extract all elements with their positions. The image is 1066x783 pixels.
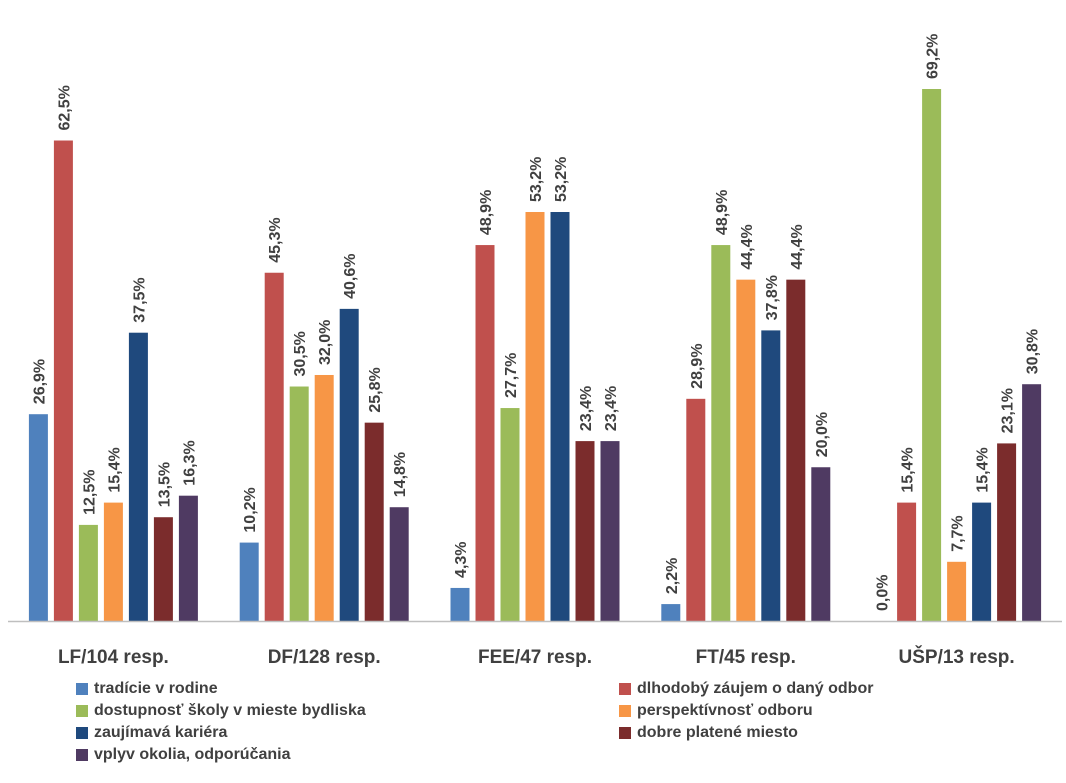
data-label-2-0: 4,3% (453, 541, 470, 577)
data-label-0-1: 62,5% (56, 85, 73, 130)
data-label-2-1: 48,9% (478, 190, 495, 235)
legend-item: perspektívnosť odboru (619, 702, 813, 720)
x-tick-label: DF/128 resp. (268, 647, 381, 668)
bar-3-2 (711, 245, 731, 621)
data-label-2-3: 53,2% (528, 157, 545, 202)
bar-4-3 (947, 561, 967, 621)
legend-swatch (619, 683, 631, 695)
bar-4-5 (997, 443, 1017, 621)
bar-0-5 (153, 517, 173, 621)
bar-4-1 (897, 502, 917, 621)
bar-0-0 (28, 414, 48, 621)
legend-label: tradície v rodine (94, 680, 218, 697)
legend-label: dobre platené miesto (637, 724, 798, 741)
x-tick-label: FEE/47 resp. (478, 647, 592, 668)
bar-2-6 (600, 441, 620, 621)
legend-item: vplyv okolia, odporúčania (76, 746, 291, 764)
data-label-2-2: 27,7% (503, 353, 520, 398)
data-label-3-3: 44,4% (739, 224, 756, 269)
data-label-0-0: 26,9% (31, 359, 48, 404)
data-label-1-4: 40,6% (342, 253, 359, 298)
bar-0-1 (53, 140, 73, 621)
data-label-4-2: 69,2% (925, 34, 942, 79)
data-label-0-3: 15,4% (106, 447, 123, 492)
bar-1-4 (339, 308, 359, 621)
x-tick-label: UŠP/13 resp. (899, 646, 1015, 668)
data-label-3-6: 20,0% (814, 412, 831, 457)
bar-3-1 (686, 398, 706, 621)
x-tick-label: FT/45 resp. (696, 647, 796, 668)
legend-item: tradície v rodine (76, 680, 218, 698)
x-tick-label: LF/104 resp. (58, 647, 169, 668)
legend-item: dlhodobý záujem o daný odbor (619, 680, 873, 698)
bar-2-3 (525, 212, 545, 621)
bar-chart-svg: 26,9% 62,5% 12,5% 15,4% 37,5% 13,5% 16,3% LF/10… (8, 34, 1062, 668)
bar-0-6 (178, 495, 198, 621)
data-label-1-2: 30,5% (292, 331, 309, 376)
legend-swatch (619, 727, 631, 739)
data-label-4-1: 15,4% (900, 447, 917, 492)
bar-0-3 (103, 502, 123, 621)
data-label-0-4: 37,5% (131, 277, 148, 322)
legend-swatch (76, 683, 88, 695)
legend-label: perspektívnosť odboru (637, 702, 813, 719)
data-label-3-4: 37,8% (764, 275, 781, 320)
data-label-4-3: 7,7% (950, 515, 967, 551)
data-label-3-5: 44,4% (789, 224, 806, 269)
bar-4-2 (922, 89, 942, 621)
bar-2-1 (475, 245, 495, 621)
data-label-4-5: 23,1% (1000, 388, 1017, 433)
data-label-1-6: 14,8% (392, 452, 409, 497)
legend-label: zaujímavá kariéra (94, 724, 228, 741)
data-label-2-6: 23,4% (603, 386, 620, 431)
bar-2-5 (575, 441, 595, 621)
data-label-2-4: 53,2% (553, 157, 570, 202)
legend-swatch (76, 705, 88, 717)
data-label-1-0: 10,2% (242, 487, 259, 532)
bar-1-5 (364, 422, 384, 621)
bar-1-0 (239, 542, 259, 621)
data-label-3-0: 2,2% (664, 558, 681, 594)
data-label-3-2: 48,9% (714, 190, 731, 235)
data-label-4-4: 15,4% (975, 447, 992, 492)
legend-swatch (76, 727, 88, 739)
bar-4-6 (1022, 384, 1042, 621)
legend-label: dostupnosť školy v mieste bydliska (94, 702, 366, 719)
bar-1-6 (389, 507, 409, 621)
data-label-1-1: 45,3% (267, 217, 284, 262)
bar-3-0 (661, 604, 681, 621)
bar-3-4 (761, 330, 781, 621)
bar-1-2 (289, 386, 309, 621)
legend-item: zaujímavá kariéra (76, 724, 227, 742)
bar-3-5 (786, 279, 806, 621)
legend-item: dobre platené miesto (619, 724, 798, 742)
bar-3-3 (736, 279, 756, 621)
bar-1-1 (264, 272, 284, 621)
bar-4-4 (972, 502, 992, 621)
bar-3-6 (811, 467, 831, 621)
legend-label: vplyv okolia, odporúčania (94, 746, 291, 763)
data-label-1-5: 25,8% (367, 367, 384, 412)
legend-swatch (76, 749, 88, 761)
legend-swatch (619, 705, 631, 717)
data-label-0-6: 16,3% (181, 440, 198, 485)
data-label-0-2: 12,5% (81, 470, 98, 515)
bar-2-2 (500, 408, 520, 621)
bar-2-4 (550, 212, 570, 621)
bar-1-3 (314, 374, 334, 621)
bar-0-4 (128, 332, 148, 621)
data-label-0-5: 13,5% (156, 462, 173, 507)
bar-0-2 (78, 524, 98, 621)
legend-label: dlhodobý záujem o daný odbor (637, 680, 874, 697)
data-label-1-3: 32,0% (317, 320, 334, 365)
legend-item: dostupnosť školy v mieste bydliska (76, 702, 366, 720)
bar-2-0 (450, 587, 470, 621)
data-label-2-5: 23,4% (578, 386, 595, 431)
data-label-4-0: 0,0% (875, 575, 892, 611)
data-label-3-1: 28,9% (689, 343, 706, 388)
data-label-4-6: 30,8% (1025, 329, 1042, 374)
